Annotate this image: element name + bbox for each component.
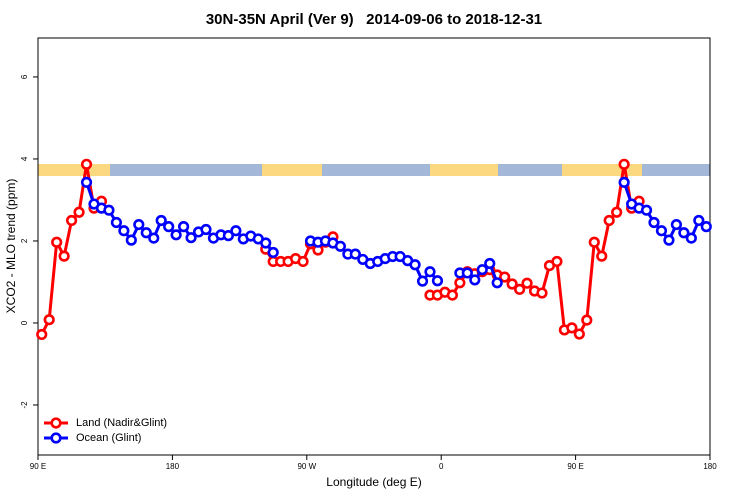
data-point	[133, 218, 145, 231]
legend-label: Land (Nadir&Glint)	[76, 417, 167, 429]
y-tick-label: -2	[20, 401, 29, 409]
data-point	[334, 240, 347, 252]
data-point	[611, 206, 623, 218]
data-point	[484, 257, 496, 270]
data-point	[43, 314, 55, 326]
data-point	[118, 225, 130, 237]
x-tick-label: 180	[166, 462, 180, 471]
data-point	[178, 221, 190, 233]
data-point	[65, 214, 78, 227]
data-point	[506, 278, 518, 290]
data-point	[454, 277, 466, 289]
data-point	[103, 204, 115, 216]
x-tick-label: 90 W	[297, 462, 316, 471]
y-tick-label: 6	[20, 74, 29, 79]
plot-frame	[37, 37, 711, 456]
x-tick-label: 90 E	[567, 462, 583, 471]
x-tick-label: 0	[439, 462, 444, 471]
data-point	[148, 232, 160, 244]
data-point	[297, 255, 309, 268]
data-point	[163, 221, 175, 233]
data-point	[80, 158, 93, 170]
data-point	[424, 266, 436, 278]
data-point	[678, 227, 690, 239]
data-point	[200, 223, 212, 236]
data-point	[521, 277, 533, 289]
legend-label: Ocean (Glint)	[76, 432, 141, 444]
data-point	[685, 232, 697, 244]
data-point	[663, 234, 675, 246]
data-point	[499, 271, 511, 283]
data-point	[230, 225, 242, 237]
data-point	[700, 221, 712, 233]
map-strip	[38, 164, 710, 176]
data-point	[655, 225, 668, 237]
chart-title: 30N-35N April (Ver 9) 2014-09-06 to 2018…	[206, 11, 542, 28]
data-point	[648, 216, 660, 229]
data-point	[670, 218, 683, 231]
data-point	[267, 246, 279, 259]
data-point	[476, 264, 488, 276]
data-point	[461, 267, 473, 279]
data-point	[551, 255, 563, 268]
data-point	[618, 176, 630, 188]
x-tick-label: 180	[703, 462, 717, 471]
data-point	[536, 287, 548, 299]
legend-marker	[50, 432, 62, 444]
data-point	[513, 283, 526, 295]
data-point	[618, 158, 630, 170]
x-tick-label: 90 E	[30, 462, 46, 471]
data-point	[58, 250, 70, 262]
y-tick-label: 4	[20, 156, 29, 161]
data-point	[416, 275, 429, 287]
data-point	[140, 227, 152, 239]
data-point	[596, 250, 608, 262]
y-axis-label: XCO2 - MLO trend (ppm)	[4, 179, 18, 314]
data-point	[446, 289, 459, 301]
x-axis-label: Longitude (deg E)	[326, 475, 421, 489]
data-point	[469, 274, 481, 286]
data-point	[260, 237, 272, 249]
data-point	[573, 328, 585, 340]
data-point	[581, 314, 593, 326]
data-point	[110, 216, 122, 229]
data-point	[603, 214, 615, 227]
data-point	[588, 236, 600, 248]
data-point	[566, 322, 578, 334]
data-point	[185, 232, 197, 244]
data-point	[491, 277, 503, 289]
data-point	[349, 248, 361, 260]
data-point	[409, 259, 421, 271]
data-point	[693, 214, 705, 227]
data-point	[170, 229, 182, 241]
data-point	[431, 275, 444, 287]
data-point	[125, 234, 137, 246]
data-point	[36, 328, 48, 341]
data-point	[640, 204, 653, 216]
data-point	[80, 176, 93, 188]
data-point	[155, 214, 167, 227]
data-point	[51, 236, 63, 248]
data-point	[73, 206, 85, 218]
y-tick-label: 0	[20, 320, 29, 325]
legend-marker	[50, 417, 62, 429]
data-point	[222, 230, 234, 242]
y-tick-label: 2	[20, 238, 29, 243]
